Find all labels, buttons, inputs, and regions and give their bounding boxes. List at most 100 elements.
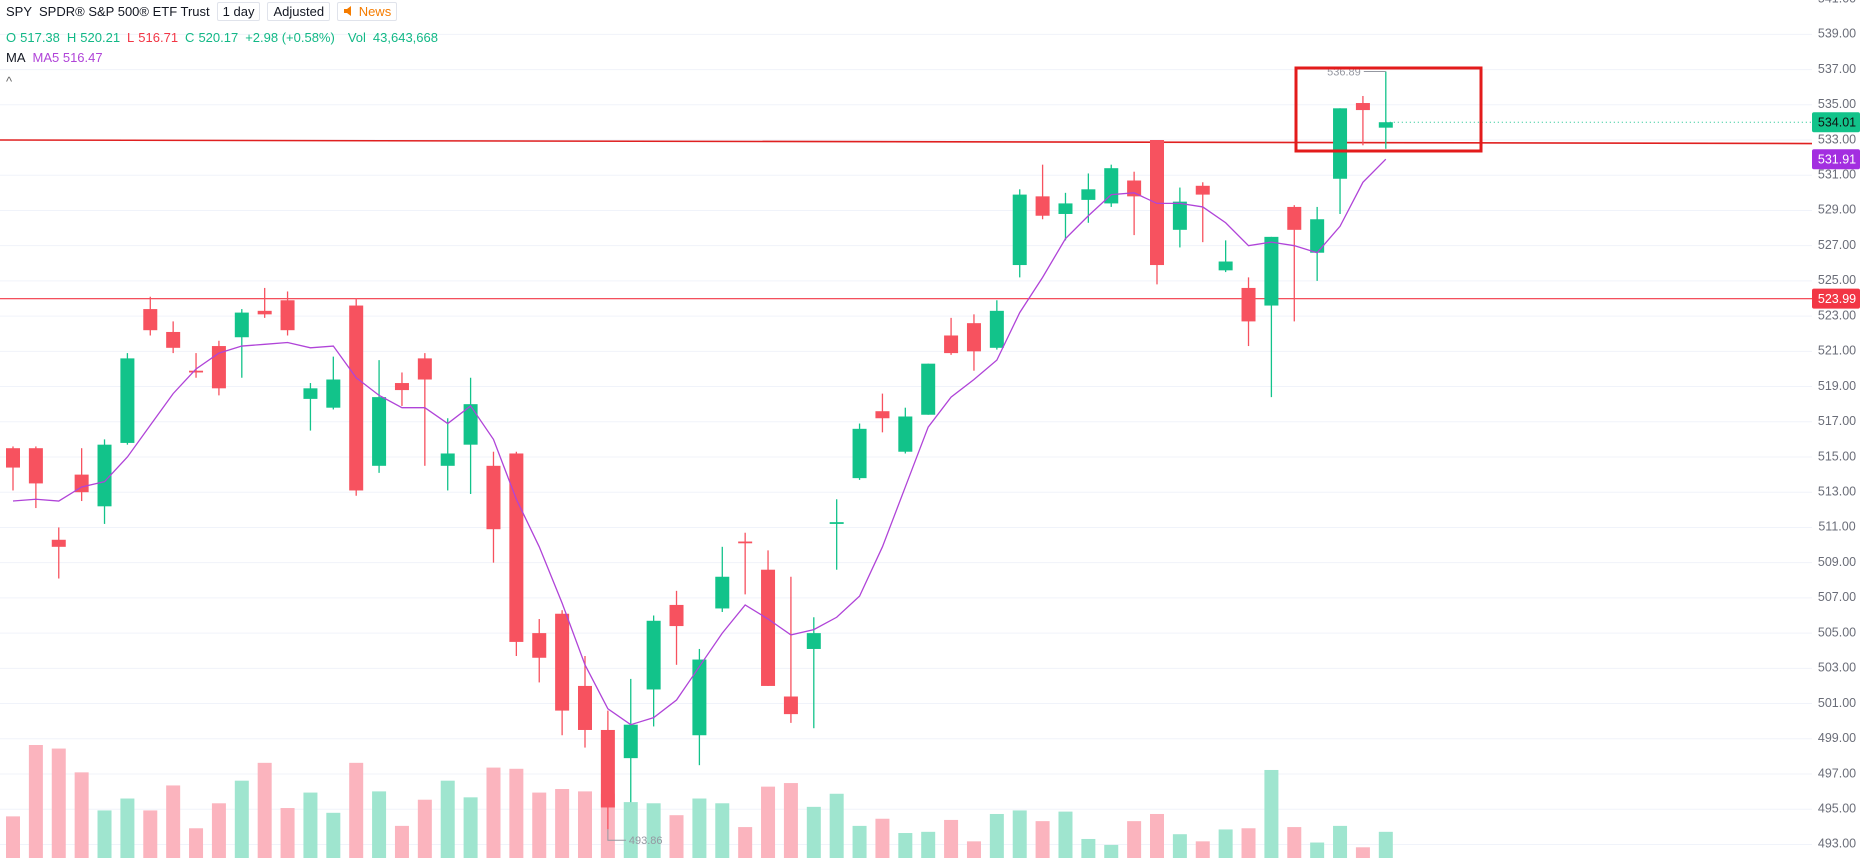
volume-bar bbox=[555, 789, 570, 858]
low-label: 493.86 bbox=[629, 835, 663, 847]
adjust[interactable]: Adjusted bbox=[267, 2, 331, 21]
h-label: H bbox=[66, 30, 77, 45]
l-value: 516.71 bbox=[138, 30, 179, 45]
ma-line bbox=[12, 158, 1387, 726]
y-tick-label: 507.00 bbox=[1818, 590, 1856, 604]
candle-body bbox=[1150, 140, 1164, 266]
y-tick-label: 499.00 bbox=[1818, 731, 1856, 745]
collapse-button[interactable]: ^ bbox=[6, 74, 13, 89]
candle-body bbox=[1378, 122, 1393, 128]
candle-body bbox=[921, 363, 936, 415]
ma-price-tag: 531.91 bbox=[1818, 152, 1856, 166]
candle-body bbox=[1104, 168, 1119, 204]
volume-bar bbox=[372, 791, 387, 858]
ma-value: MA5 516.47 bbox=[32, 50, 103, 65]
last-price-tag: 534.01 bbox=[1818, 116, 1856, 130]
candle-body bbox=[738, 541, 753, 544]
trend-line bbox=[0, 139, 1813, 145]
volume-bar bbox=[966, 841, 981, 858]
c-value: 520.17 bbox=[198, 30, 239, 45]
y-tick-label: 515.00 bbox=[1818, 449, 1856, 463]
h-value: 520.21 bbox=[80, 30, 121, 45]
volume-bar bbox=[120, 798, 135, 858]
volume-bar bbox=[440, 780, 455, 858]
candle-body bbox=[1172, 201, 1187, 230]
ohlc-legend: O 517.38 H 520.21 L 516.71 C 520.17 +2.98 (+… bbox=[6, 30, 438, 45]
volume-bar bbox=[1035, 821, 1050, 858]
volume-bar bbox=[257, 762, 272, 858]
candle-body bbox=[966, 323, 981, 352]
news-icon bbox=[344, 6, 352, 16]
volume-bar bbox=[829, 793, 844, 858]
vol-label: Vol bbox=[347, 30, 366, 45]
y-tick-label: 539.00 bbox=[1818, 27, 1856, 41]
volume-bar bbox=[211, 803, 226, 858]
y-tick-label: 525.00 bbox=[1818, 273, 1856, 287]
volume-bar bbox=[463, 797, 478, 858]
candle-body bbox=[806, 633, 821, 649]
volume-bar bbox=[1127, 821, 1142, 858]
candle-body bbox=[532, 633, 547, 658]
annotation-box bbox=[1294, 66, 1483, 153]
volume-bar bbox=[349, 762, 364, 858]
y-tick-label: 493.00 bbox=[1818, 837, 1856, 851]
volume-bar bbox=[623, 802, 638, 858]
candle-body bbox=[1127, 180, 1142, 197]
candle-body bbox=[1241, 287, 1256, 322]
y-tick-label: 511.00 bbox=[1818, 520, 1855, 534]
candle-body bbox=[1058, 203, 1073, 214]
candle-body bbox=[211, 346, 226, 389]
volume-bar bbox=[1264, 769, 1279, 858]
y-tick-label: 531.00 bbox=[1818, 168, 1856, 182]
candle-body bbox=[646, 620, 661, 690]
ma-legend: MA MA5 516.47 bbox=[6, 50, 103, 65]
candle-body bbox=[417, 358, 432, 380]
candle-body bbox=[1035, 196, 1050, 216]
y-tick-label: 537.00 bbox=[1818, 62, 1856, 76]
y-tick-label: 497.00 bbox=[1818, 766, 1856, 780]
candle-body bbox=[1310, 219, 1325, 253]
candle-body bbox=[875, 411, 890, 419]
y-tick-label: 523.00 bbox=[1818, 308, 1856, 322]
y-tick-label: 517.00 bbox=[1818, 414, 1856, 428]
volume-bar bbox=[1333, 825, 1348, 858]
candle-body bbox=[852, 428, 867, 479]
ma-label[interactable]: MA bbox=[6, 50, 26, 65]
volume-bar bbox=[1012, 810, 1027, 858]
candle-body bbox=[1264, 236, 1279, 306]
news-button[interactable]: News bbox=[337, 2, 398, 21]
interval[interactable]: 1 day bbox=[216, 2, 261, 21]
candle-body bbox=[600, 729, 615, 808]
volume-bar bbox=[280, 808, 295, 858]
candle-body bbox=[1333, 108, 1348, 179]
volume-bar bbox=[715, 803, 730, 858]
y-tick-label: 533.00 bbox=[1818, 132, 1856, 146]
candle-body bbox=[349, 305, 364, 491]
volume-bar bbox=[1172, 834, 1187, 858]
candle-body bbox=[1287, 206, 1302, 230]
volume-bar bbox=[852, 825, 867, 858]
volume-bar bbox=[143, 810, 158, 858]
volume-bar bbox=[1310, 842, 1325, 858]
y-tick-label: 509.00 bbox=[1818, 555, 1856, 569]
symbol[interactable]: SPY bbox=[6, 4, 33, 19]
last-price-tag-bg bbox=[1812, 112, 1860, 133]
low-marker bbox=[607, 829, 626, 841]
volume-bar bbox=[989, 813, 1004, 858]
volume-bar bbox=[189, 828, 204, 858]
o-value: 517.38 bbox=[20, 30, 60, 45]
candle-body bbox=[189, 370, 204, 373]
volume-bar bbox=[738, 827, 753, 858]
l-label: L bbox=[127, 30, 135, 45]
hline-price-tag: 523.99 bbox=[1818, 292, 1856, 306]
volume-bar bbox=[806, 806, 821, 858]
volume-bar bbox=[417, 799, 432, 858]
volume-bar bbox=[486, 767, 501, 858]
y-tick-label: 541.00 bbox=[1818, 0, 1856, 5]
candle-body bbox=[280, 300, 295, 331]
candle-body bbox=[944, 335, 959, 354]
candle-body bbox=[509, 453, 524, 642]
volume-bar bbox=[1104, 844, 1119, 858]
